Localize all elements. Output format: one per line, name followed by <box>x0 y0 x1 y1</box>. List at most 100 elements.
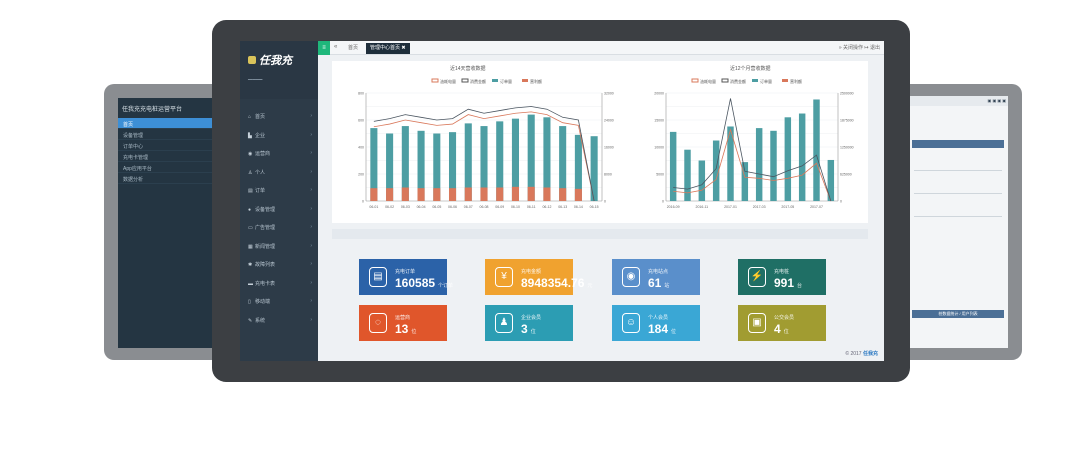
x-tick-label: 06-04 <box>417 205 426 209</box>
user-icon: ♙ <box>248 169 253 176</box>
right-device-divider <box>914 193 1002 194</box>
sidebar-item-0[interactable]: ⌂ 首页 › <box>240 107 318 126</box>
bar-profit <box>496 187 504 201</box>
stat-card[interactable]: ▤ 充电订单 160585 个订单 <box>359 259 453 295</box>
sidebar-item-2[interactable]: ◉ 运营商 › <box>240 144 318 163</box>
stat-unit: 位 <box>671 329 677 335</box>
person-icon: ☺ <box>622 313 640 333</box>
footer: © 2017 任我充 <box>845 350 878 357</box>
legend-label: 订单量 <box>760 78 772 84</box>
bar-orders <box>559 126 567 201</box>
tab-actions[interactable]: » 关闭操作 ↦ 退出 <box>838 45 880 51</box>
y2-tick-label: 24000 <box>604 119 614 123</box>
bar-profit <box>386 188 394 201</box>
stat-label: 公交会员 <box>774 315 795 321</box>
series-line <box>673 128 832 202</box>
stat-card[interactable]: ¥ 充电金额 8948354.76 元 <box>485 259 592 295</box>
stat-label: 个人会员 <box>648 315 669 321</box>
y-tick-label: 10000 <box>654 146 664 150</box>
chevron-right-icon: › <box>310 316 312 323</box>
sidebar-item-11[interactable]: ✎ 系统 › <box>240 311 318 330</box>
left-device-menu-item[interactable]: 充电卡管理 <box>118 151 234 162</box>
sidebar-item-label: 充电卡表 <box>255 280 276 287</box>
x-tick-label: 2017-03 <box>753 205 766 209</box>
tab-admin-home[interactable]: 管理中心首页 ✖ <box>366 43 410 54</box>
stat-unit: 元 <box>587 283 593 289</box>
bar-profit <box>433 188 441 201</box>
sidebar-item-7[interactable]: ▦ 新闻管理 › <box>240 237 318 256</box>
chart-14-days: 油耗电量 消费金额 订单量 营利额 06-01 06-02 06-03 06-04 06-05 0… <box>358 78 614 209</box>
bar-orders <box>574 134 582 201</box>
bar-orders <box>590 136 598 201</box>
left-device-menu-item[interactable]: App应用平台 <box>118 162 234 173</box>
stat-card[interactable]: ♟ 企业会员 3 位 <box>485 305 573 341</box>
menu-toggle-button[interactable]: ≡ <box>318 41 330 55</box>
sidebar-item-5[interactable]: ● 设备管理 › <box>240 200 318 219</box>
bar-profit <box>574 188 582 201</box>
sidebar-item-label: 个人 <box>255 169 266 176</box>
stat-card[interactable]: ◌ 运营商 13 位 <box>359 305 447 341</box>
sidebar-item-label: 移动端 <box>255 299 271 305</box>
y2-tick-label: 8000 <box>604 173 612 177</box>
stat-card[interactable]: ▣ 公交会员 4 位 <box>738 305 826 341</box>
y2-tick-label: 1250000 <box>840 146 854 150</box>
sidebar-item-3[interactable]: ♙ 个人 › <box>240 163 318 182</box>
charts-panel: 近14天营收数据 近12个月营收数据 油耗电量 消费金额 订单量 营利额 06-01 06… <box>332 61 868 223</box>
operator-icon: ◌ <box>369 313 387 333</box>
stat-value: 13 位 <box>395 322 416 336</box>
building-icon: ▙ <box>248 132 252 139</box>
logo: 任我充 ━━━━━━ <box>240 41 318 99</box>
stat-card[interactable]: ◉ 充电站点 61 站 <box>612 259 700 295</box>
stat-number: 160585 <box>395 276 436 290</box>
x-tick-label: 06-03 <box>401 205 410 209</box>
bar-orders <box>698 160 706 201</box>
sidebar-item-9[interactable]: ▬ 充电卡表 › <box>240 274 318 293</box>
bar-orders <box>798 113 806 201</box>
legend-swatch <box>782 79 788 82</box>
sidebar-item-8[interactable]: ✱ 故障列表 › <box>240 255 318 274</box>
bar-orders <box>712 140 720 201</box>
x-tick-label: 06-13 <box>558 205 567 209</box>
stat-label: 充电订单 <box>395 269 416 275</box>
sidebar-item-1[interactable]: ▙ 企业 › <box>240 126 318 145</box>
bar-orders <box>755 128 763 201</box>
x-tick-label: 06-02 <box>385 205 394 209</box>
stat-value: 184 位 <box>648 322 676 336</box>
left-device-menu-item[interactable]: 首页 <box>118 118 234 129</box>
tab-home[interactable]: 首页 <box>348 45 359 51</box>
y2-tick-label: 2500000 <box>840 92 854 96</box>
left-device-menu-item[interactable]: 设备管理 <box>118 129 234 140</box>
sidebar-item-label: 设备管理 <box>255 206 276 213</box>
sidebar-item-10[interactable]: ▯ 移动端 › <box>240 292 318 311</box>
stat-label: 充电站点 <box>648 269 669 275</box>
bar-orders <box>448 132 457 201</box>
brand-name: 任我充 <box>259 55 292 67</box>
bar-orders <box>784 117 792 201</box>
left-device-menu-item[interactable]: 订单中心 <box>118 140 234 151</box>
tab-scroll-left-button[interactable]: « <box>334 44 338 50</box>
legend-label: 消费金额 <box>470 78 486 84</box>
legend-label: 营利额 <box>790 78 802 84</box>
legend-label: 订单量 <box>500 78 512 84</box>
sidebar-item-4[interactable]: ▤ 订单 › <box>240 181 318 200</box>
legend-swatch <box>431 78 439 83</box>
stat-card[interactable]: ☺ 个人会员 184 位 <box>612 305 700 341</box>
bar-profit <box>480 187 488 201</box>
brand-subtitle: ━━━━━━ <box>248 77 263 82</box>
y-tick-label: 800 <box>358 92 364 96</box>
left-device-menu-item[interactable]: 数据分析 <box>118 173 234 184</box>
stat-card[interactable]: ⚡ 充电桩 991 台 <box>738 259 826 295</box>
bar-profit <box>464 187 472 201</box>
legend-swatch <box>721 78 729 83</box>
bar-orders <box>480 126 488 201</box>
chevron-right-icon: › <box>310 113 312 119</box>
bar-profit <box>370 188 378 201</box>
series-line <box>373 106 595 202</box>
main-content: 近14天营收数据 近12个月营收数据 油耗电量 消费金额 订单量 营利额 06-01 06… <box>318 55 884 361</box>
copyright: © 2017 <box>845 351 862 357</box>
bar-orders <box>496 121 504 201</box>
chevron-right-icon: › <box>310 261 312 267</box>
bar-orders <box>417 130 425 201</box>
sidebar-item-6[interactable]: ▭ 广告管理 › <box>240 218 318 237</box>
